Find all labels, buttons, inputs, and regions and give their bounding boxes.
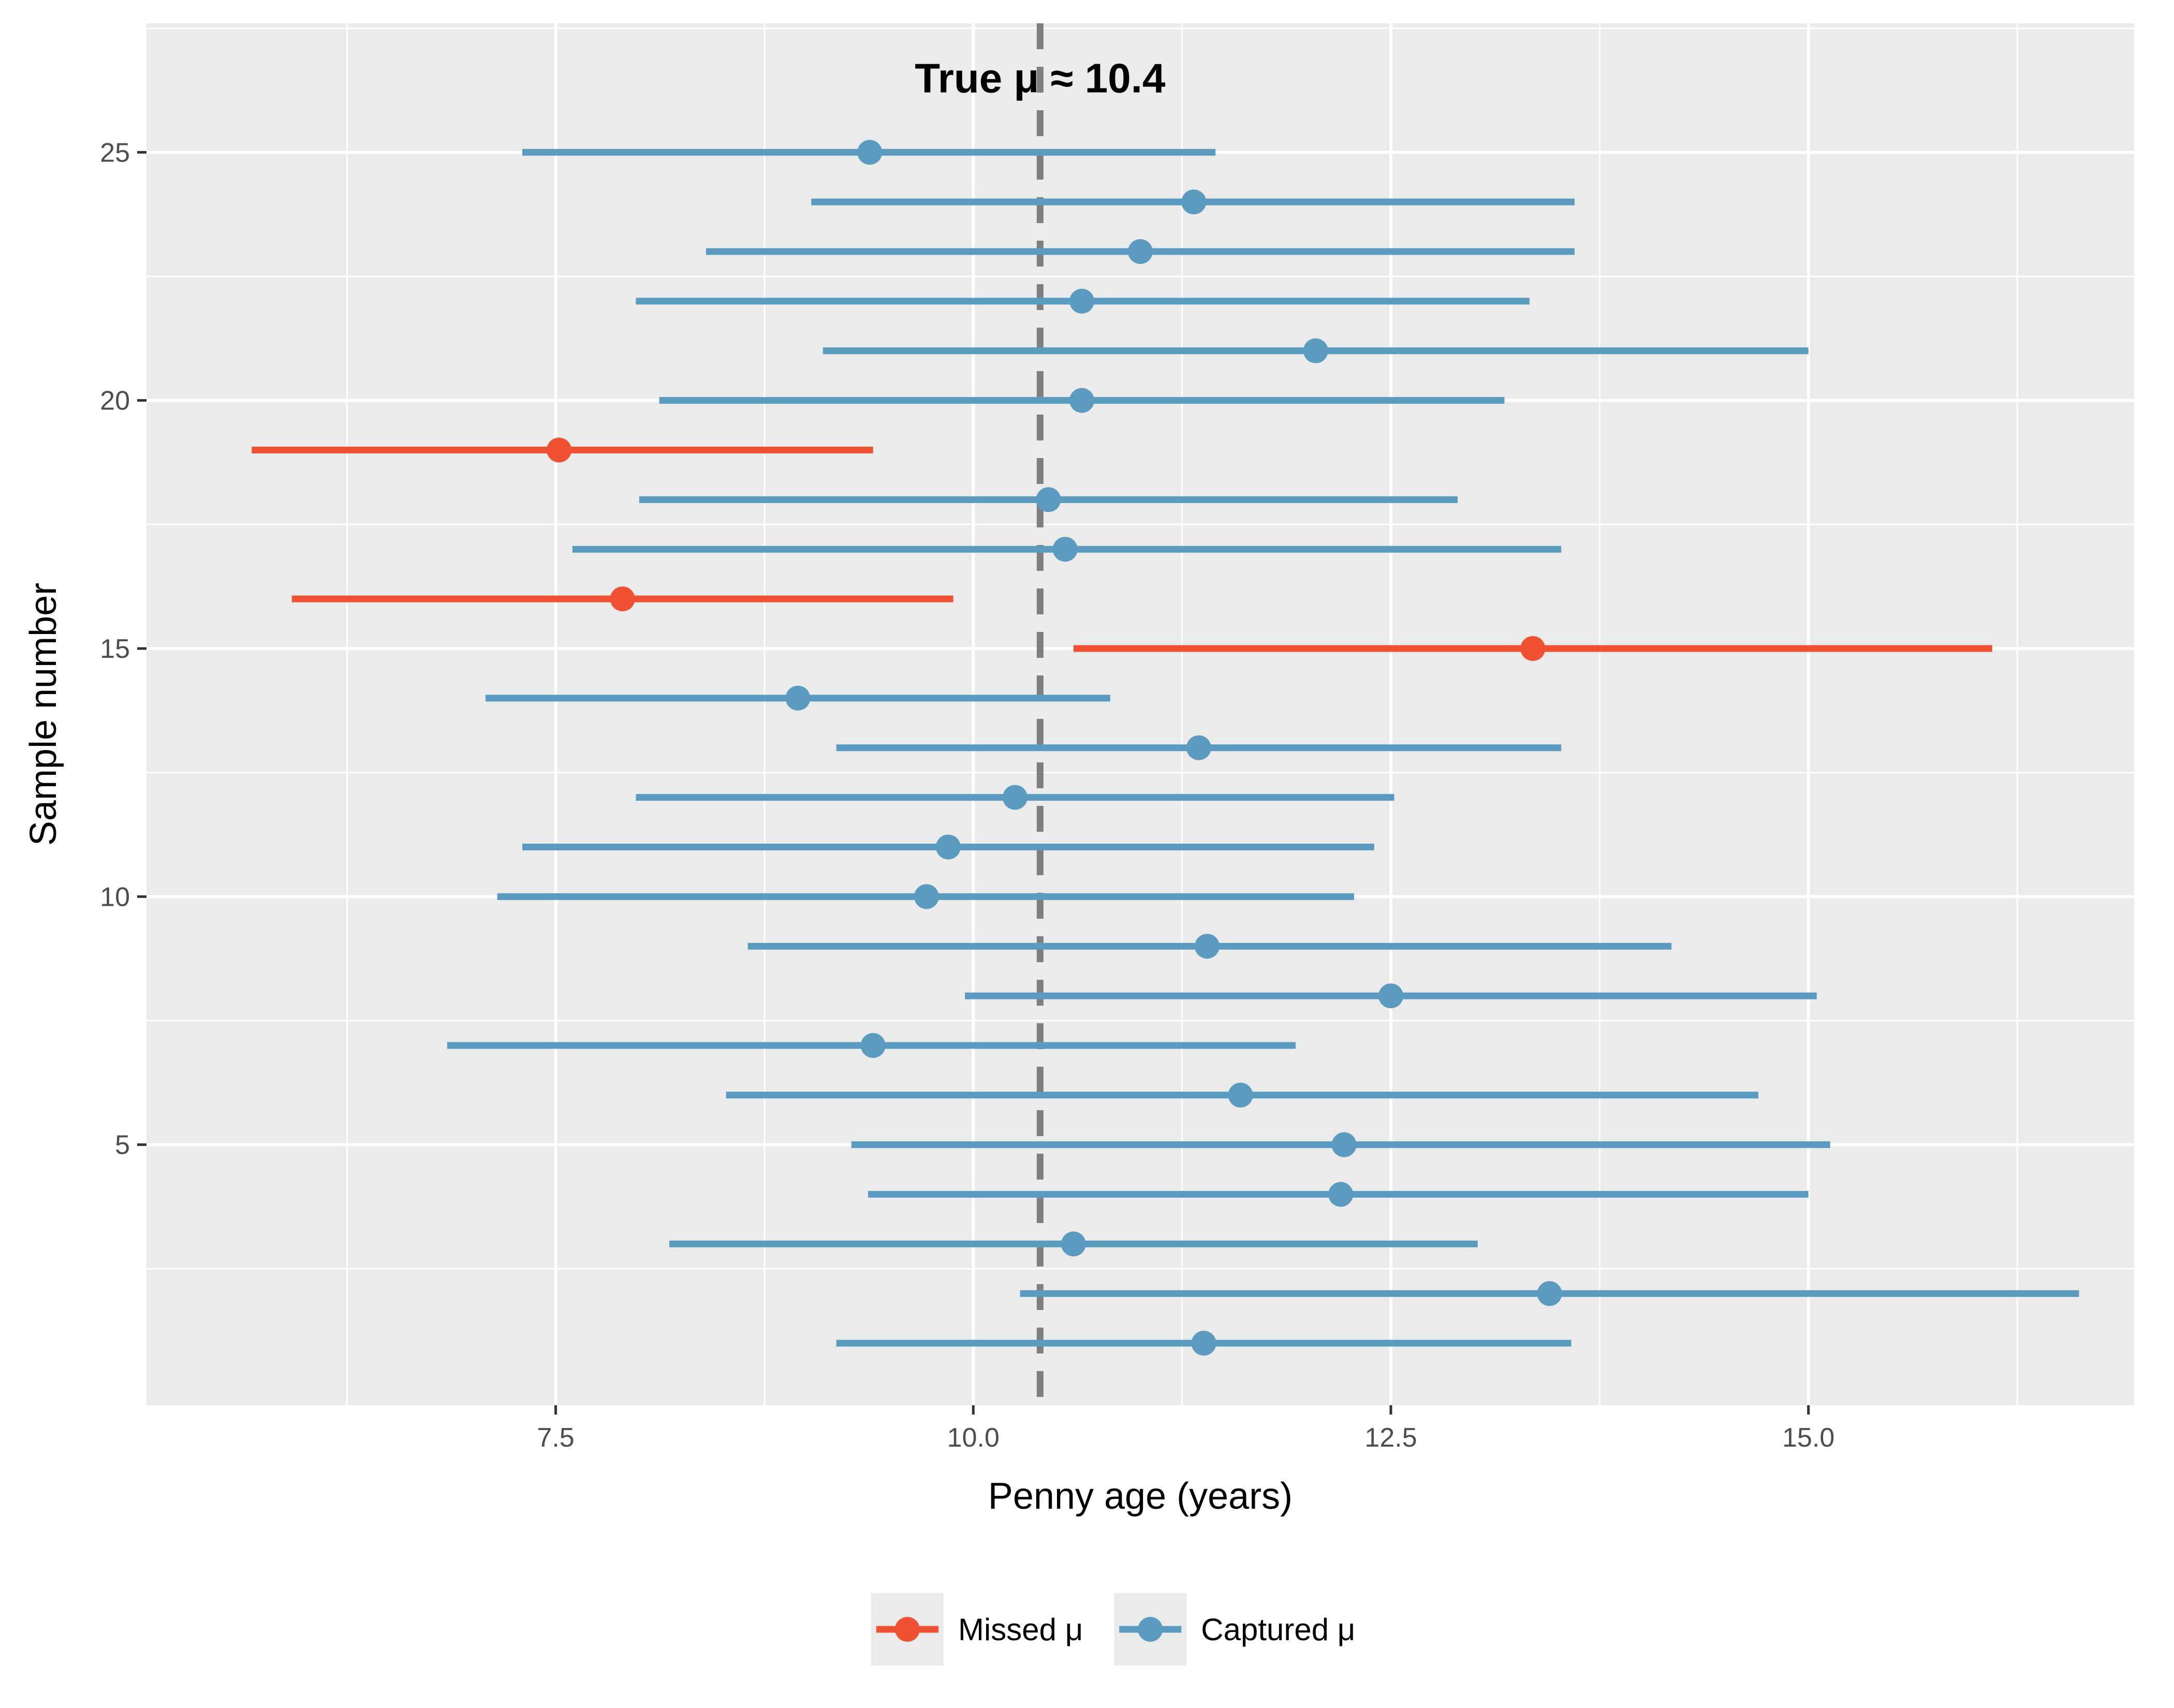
x-tick-label: 12.5	[1364, 1423, 1417, 1453]
estimate-point-15	[1520, 636, 1546, 661]
estimate-point-2	[1537, 1281, 1562, 1306]
estimate-point-22	[1069, 288, 1095, 314]
estimate-point-17	[1052, 537, 1078, 562]
estimate-point-24	[1181, 189, 1207, 215]
estimate-point-3	[1061, 1231, 1086, 1257]
estimate-point-5	[1331, 1132, 1357, 1157]
estimate-point-18	[1036, 487, 1061, 512]
y-tick-label: 15	[100, 634, 130, 664]
legend-label-missed: Missed μ	[958, 1612, 1083, 1647]
y-tick-label: 20	[100, 386, 130, 416]
estimate-point-6	[1228, 1082, 1253, 1108]
estimate-point-11	[935, 834, 961, 860]
y-axis-title: Sample number	[23, 583, 64, 846]
x-axis-title: Penny age (years)	[988, 1476, 1292, 1517]
estimate-point-13	[1186, 735, 1211, 760]
plot-panel	[146, 23, 2134, 1405]
estimate-point-23	[1128, 239, 1153, 264]
x-axis: 7.5 10.0 12.5 15.0	[537, 1405, 1834, 1453]
estimate-points	[547, 140, 1562, 1356]
estimate-point-1	[1191, 1331, 1216, 1356]
estimate-point-21	[1303, 338, 1328, 363]
true-mean-annotation: True μ ≈ 10.4	[915, 55, 1166, 101]
estimate-point-20	[1069, 388, 1095, 413]
estimate-point-14	[785, 685, 811, 711]
estimate-point-19	[547, 437, 572, 463]
legend-marker-missed	[895, 1617, 920, 1642]
estimate-point-8	[1378, 983, 1404, 1009]
estimate-point-4	[1328, 1182, 1354, 1207]
estimate-point-7	[860, 1033, 886, 1058]
estimate-point-16	[610, 586, 635, 612]
y-tick-label: 25	[100, 138, 130, 168]
estimate-point-12	[1002, 785, 1027, 810]
legend-label-captured: Captured μ	[1201, 1612, 1355, 1647]
legend-marker-captured	[1138, 1617, 1163, 1642]
legend: Missed μ Captured μ	[871, 1593, 1355, 1666]
estimate-point-10	[914, 884, 939, 909]
x-tick-label: 10.0	[947, 1423, 1000, 1453]
x-tick-label: 15.0	[1782, 1423, 1834, 1453]
estimate-point-9	[1195, 934, 1220, 959]
interval-bars	[252, 149, 2079, 1347]
x-tick-label: 7.5	[537, 1423, 574, 1453]
y-axis: 5 10 15 20 25	[100, 138, 146, 1160]
y-tick-label: 5	[115, 1130, 130, 1160]
estimate-point-25	[857, 140, 883, 165]
y-tick-label: 10	[100, 882, 130, 912]
